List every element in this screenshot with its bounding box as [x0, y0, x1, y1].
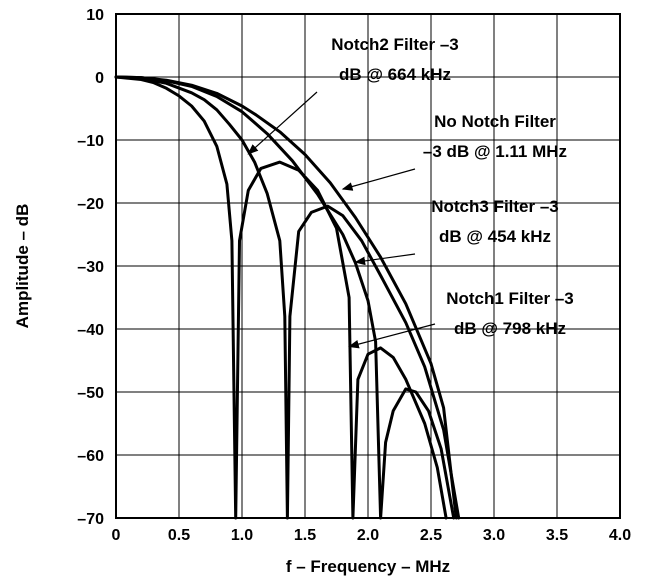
annotation-arrow	[348, 323, 436, 349]
curves	[114, 75, 461, 520]
x-tick-labels: 0 0.5 1.0 1.5 2.0 2.5 3.0 3.5 4.0	[112, 527, 632, 544]
y-tick-label: –30	[77, 259, 104, 276]
annotation-line-2: dB @ 664 kHz	[339, 65, 451, 84]
annotation-arrow	[354, 253, 416, 266]
annotation-line-2: dB @ 454 kHz	[439, 227, 551, 246]
annotation-line-1: Notch2 Filter –3	[331, 35, 459, 54]
y-tick-label: –60	[77, 448, 104, 465]
annotation-arrow	[341, 168, 416, 191]
annotation-line-2: –3 dB @ 1.11 MHz	[423, 142, 567, 161]
x-tick-label: 0	[112, 527, 121, 544]
y-tick-label: –10	[77, 133, 104, 150]
y-tick-label: 0	[95, 70, 104, 87]
grid-lines	[116, 14, 620, 518]
x-tick-label: 1.0	[231, 527, 253, 544]
annotation-line-1: Notch1 Filter –3	[446, 289, 574, 308]
series-line-3	[114, 75, 448, 520]
y-tick-label: –50	[77, 385, 104, 402]
y-tick-label: –70	[77, 511, 104, 528]
plot-frame	[115, 13, 621, 519]
y-tick-labels: 10 0 –10 –20 –30 –40 –50 –60 –70	[77, 7, 104, 528]
x-tick-label: 2.5	[420, 527, 442, 544]
x-tick-label: 3.5	[546, 527, 568, 544]
x-tick-label: 1.5	[294, 527, 316, 544]
annotation-line-2: dB @ 798 kHz	[454, 319, 566, 338]
x-tick-label: 3.0	[483, 527, 505, 544]
x-axis-label: f – Frequency – MHz	[286, 557, 450, 576]
annotation-arrow	[247, 91, 318, 155]
annotation-line-1: No Notch Filter	[434, 112, 556, 131]
series-line-2	[114, 75, 461, 520]
x-tick-label: 0.5	[168, 527, 190, 544]
x-tick-label: 4.0	[609, 527, 631, 544]
annotation-line-1: Notch3 Filter –3	[431, 197, 559, 216]
y-tick-label: –40	[77, 322, 104, 339]
y-tick-label: 10	[86, 7, 104, 24]
y-axis-label: Amplitude – dB	[13, 204, 32, 329]
y-tick-label: –20	[77, 196, 104, 213]
annotations: Notch2 Filter –3 dB @ 664 kHz No Notch Fil…	[247, 35, 574, 349]
x-tick-label: 2.0	[357, 527, 379, 544]
